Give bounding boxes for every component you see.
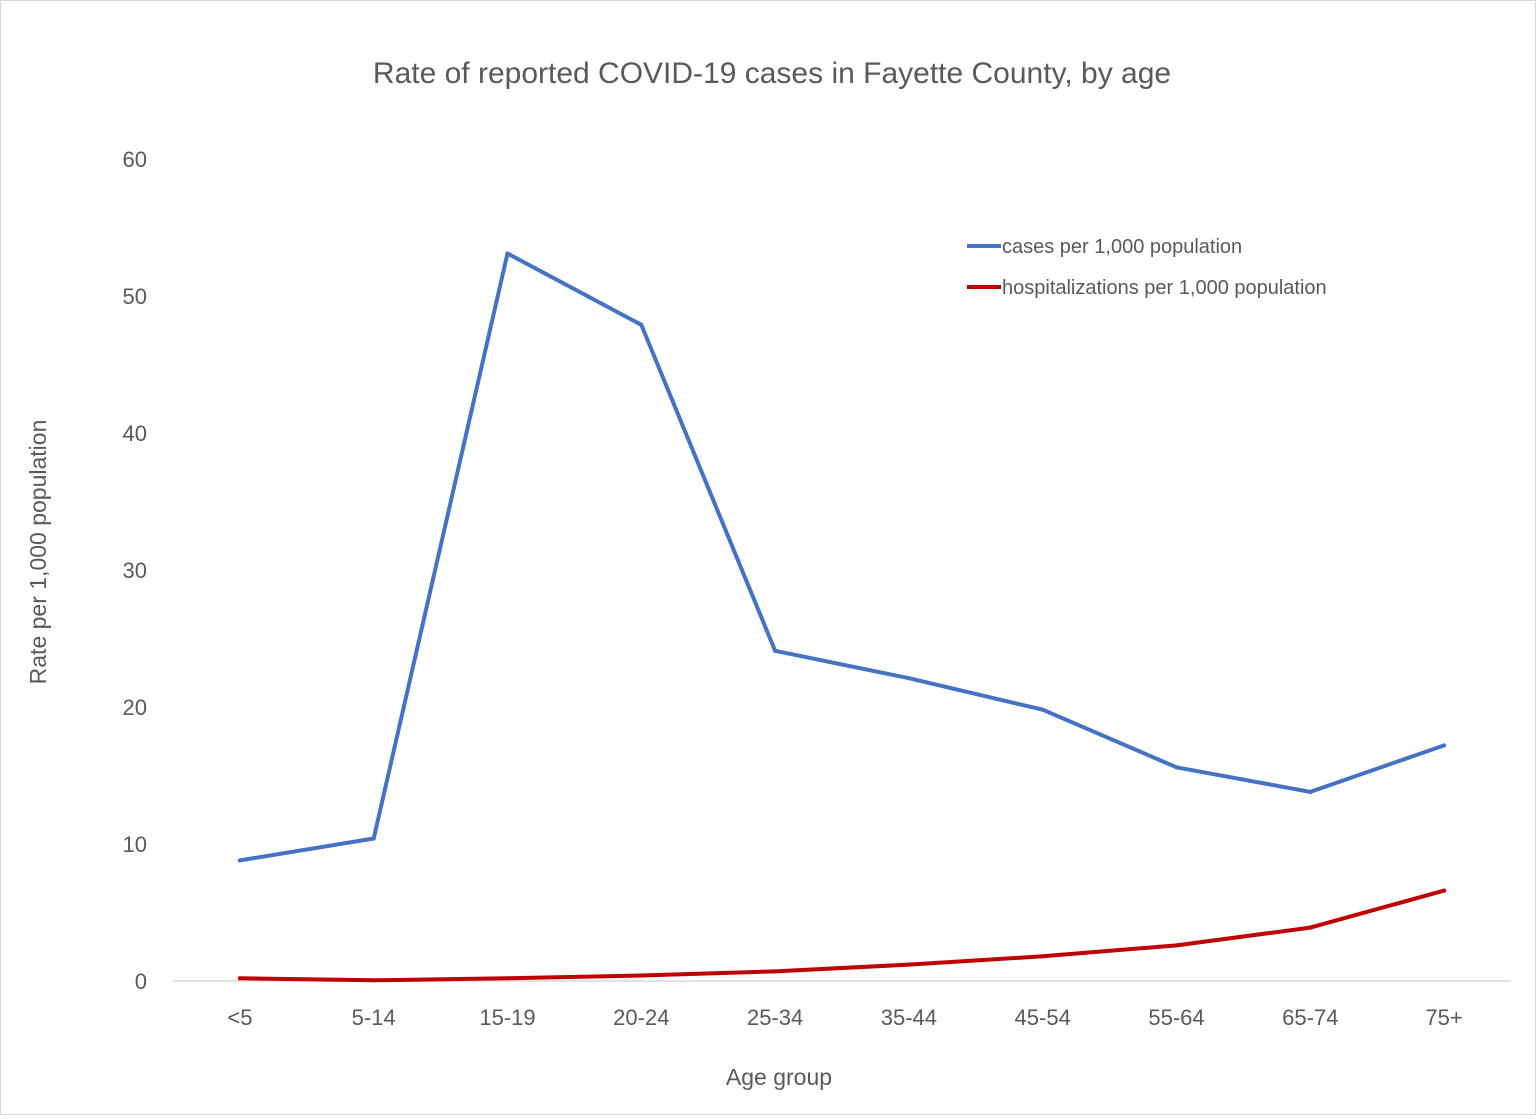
x-tick-label: 65-74 xyxy=(1282,1005,1338,1030)
x-tick-label: 75+ xyxy=(1425,1005,1462,1030)
series-line-2 xyxy=(237,888,1447,983)
x-tick-label: <5 xyxy=(227,1005,252,1030)
x-tick-label: 45-54 xyxy=(1015,1005,1071,1030)
series-layer xyxy=(237,251,1447,983)
legend-label: hospitalizations per 1,000 population xyxy=(1002,277,1327,299)
data-point-series-2 xyxy=(906,962,911,967)
data-point-series-1 xyxy=(237,858,242,863)
data-point-series-2 xyxy=(639,973,644,978)
data-point-series-1 xyxy=(1040,707,1045,712)
x-tick-label: 55-64 xyxy=(1148,1005,1204,1030)
y-tick-label: 50 xyxy=(123,284,147,309)
x-axis-ticks: <5 5-14 15-19 20-24 25-34 35-44 45-54 55-64 65-7… xyxy=(227,1005,1462,1030)
data-point-series-1 xyxy=(639,322,644,327)
x-tick-label: 20-24 xyxy=(613,1005,669,1030)
x-tick-label: 15-19 xyxy=(479,1005,535,1030)
legend-label: cases per 1,000 population xyxy=(1002,236,1242,258)
data-point-series-2 xyxy=(1308,925,1313,930)
y-tick-label: 60 xyxy=(123,147,147,172)
data-point-series-2 xyxy=(505,976,510,981)
data-point-series-2 xyxy=(1442,888,1447,893)
y-axis-label: Rate per 1,000 population xyxy=(25,420,51,685)
data-point-series-1 xyxy=(371,836,376,841)
data-point-series-1 xyxy=(906,676,911,681)
data-point-series-1 xyxy=(773,648,778,653)
y-tick-label: 10 xyxy=(123,832,147,857)
data-point-series-2 xyxy=(1040,954,1045,959)
data-point-series-2 xyxy=(371,978,376,983)
x-tick-label: 25-34 xyxy=(747,1005,803,1030)
series-line-1 xyxy=(237,251,1447,863)
y-tick-label: 0 xyxy=(135,969,147,994)
y-axis-ticks: 0 10 20 30 40 50 60 xyxy=(123,147,147,994)
x-tick-label: 5-14 xyxy=(352,1005,396,1030)
data-point-series-1 xyxy=(1442,743,1447,748)
chart-title: Rate of reported COVID-19 cases in Fayet… xyxy=(373,57,1171,90)
x-tick-label: 35-44 xyxy=(881,1005,937,1030)
data-point-series-1 xyxy=(1308,789,1313,794)
data-point-series-2 xyxy=(237,976,242,981)
data-point-series-2 xyxy=(773,969,778,974)
data-point-series-1 xyxy=(505,251,510,256)
y-tick-label: 30 xyxy=(123,558,147,583)
y-tick-label: 40 xyxy=(123,421,147,446)
legend: cases per 1,000 population hospitalizatio… xyxy=(967,236,1327,299)
data-point-series-2 xyxy=(1174,943,1179,948)
data-point-series-1 xyxy=(1174,765,1179,770)
x-axis-label: Age group xyxy=(726,1064,832,1090)
y-tick-label: 20 xyxy=(123,695,147,720)
